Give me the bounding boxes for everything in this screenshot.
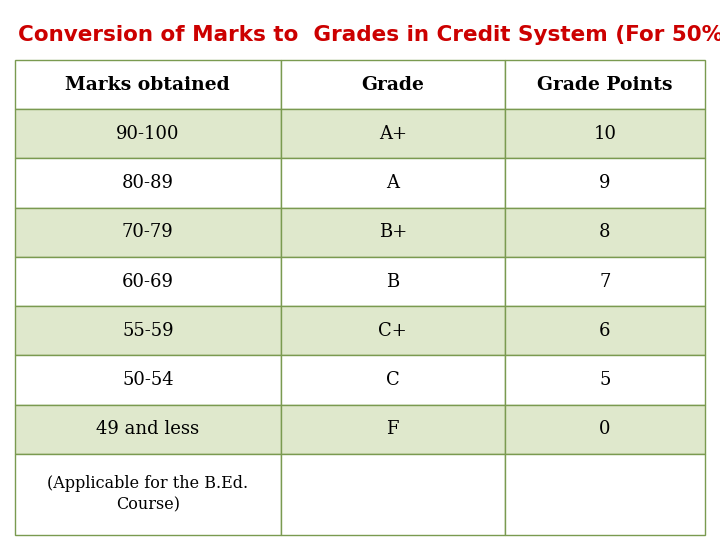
Text: A+: A+	[379, 125, 407, 143]
Text: (Applicable for the B.Ed.
Course): (Applicable for the B.Ed. Course)	[48, 475, 248, 514]
Bar	[15, 404, 281, 454]
Bar	[281, 306, 505, 355]
Text: 9: 9	[599, 174, 611, 192]
Text: 50-54: 50-54	[122, 371, 174, 389]
Text: Grade: Grade	[361, 76, 424, 93]
Bar	[15, 158, 281, 208]
Text: 90-100: 90-100	[116, 125, 179, 143]
Text: 55-59: 55-59	[122, 322, 174, 340]
Text: 6: 6	[599, 322, 611, 340]
Text: F: F	[387, 420, 399, 438]
Bar	[281, 404, 505, 454]
Text: 60-69: 60-69	[122, 273, 174, 291]
Text: B: B	[386, 273, 400, 291]
Bar	[281, 109, 505, 158]
Text: Conversion of Marks to  Grades in Credit System (For 50% Passing): Conversion of Marks to Grades in Credit …	[18, 25, 720, 45]
Bar	[281, 257, 505, 306]
Text: 5: 5	[599, 371, 611, 389]
Text: 70-79: 70-79	[122, 223, 174, 241]
Text: 8: 8	[599, 223, 611, 241]
Bar	[505, 454, 705, 535]
Bar	[15, 454, 281, 535]
Bar	[281, 158, 505, 208]
Bar	[15, 208, 281, 257]
Bar	[15, 355, 281, 404]
Text: Marks obtained: Marks obtained	[66, 76, 230, 93]
Text: 80-89: 80-89	[122, 174, 174, 192]
Bar	[281, 60, 505, 109]
Text: B+: B+	[379, 223, 407, 241]
Bar	[505, 109, 705, 158]
Text: 0: 0	[599, 420, 611, 438]
Bar	[505, 208, 705, 257]
Text: 7: 7	[599, 273, 611, 291]
Text: C+: C+	[379, 322, 407, 340]
Bar	[15, 306, 281, 355]
Bar	[15, 257, 281, 306]
Bar	[505, 355, 705, 404]
Text: A: A	[386, 174, 400, 192]
Bar	[15, 109, 281, 158]
Text: 49 and less: 49 and less	[96, 420, 199, 438]
Bar	[15, 60, 281, 109]
Bar	[281, 454, 505, 535]
Bar	[281, 355, 505, 404]
Bar	[505, 404, 705, 454]
Text: 10: 10	[593, 125, 616, 143]
Bar	[281, 208, 505, 257]
Bar	[505, 257, 705, 306]
Bar	[505, 60, 705, 109]
Bar	[505, 306, 705, 355]
Bar	[505, 158, 705, 208]
Text: C: C	[386, 371, 400, 389]
Text: Grade Points: Grade Points	[537, 76, 672, 93]
